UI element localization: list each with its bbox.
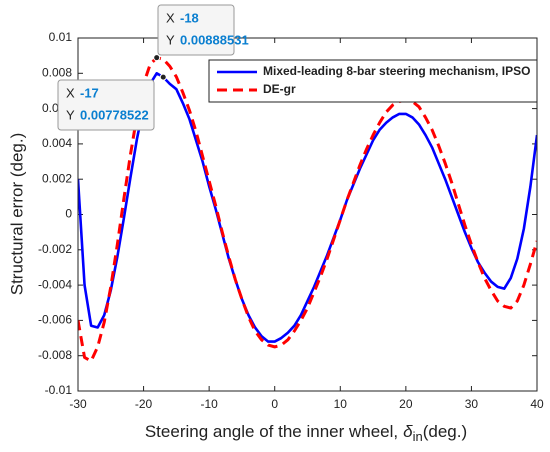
x-tick-label: 10 (334, 397, 348, 411)
x-tick-label: 30 (465, 397, 479, 411)
y-tick-label: 0.008 (42, 65, 72, 79)
y-tick-label: -0.01 (45, 383, 73, 397)
data-tip-x-value: -18 (180, 10, 199, 25)
x-tick-label: -30 (69, 397, 87, 411)
y-tick-label: -0.006 (38, 313, 72, 327)
y-tick-label: -0.008 (38, 348, 72, 362)
data-tip-x-value: -17 (80, 85, 99, 100)
y-tick-label: -0.004 (38, 277, 72, 291)
data-tip-marker (153, 54, 161, 62)
data-tip-box (57, 79, 155, 131)
x-tick-label: 20 (399, 397, 413, 411)
x-tick-label: 40 (530, 397, 544, 411)
data-tip-x-label: X (166, 10, 175, 25)
data-tip: X -17 Y 0.00778522 (57, 73, 167, 131)
data-tip-x-label: X (66, 85, 75, 100)
x-tick-label: -20 (135, 397, 153, 411)
y-tick-label: -0.002 (38, 242, 72, 256)
data-tip-y-value: 0.00778522 (80, 107, 149, 122)
legend-box (208, 59, 538, 103)
data-tip-box (157, 4, 235, 56)
x-tick-label: 0 (271, 397, 278, 411)
data-tip-y-label: Y (166, 32, 175, 47)
x-tick-label: -10 (200, 397, 218, 411)
y-tick-label: 0 (65, 207, 72, 221)
legend-label: DE-gr (263, 82, 296, 96)
legend-label: Mixed-leading 8-bar steering mechanism, … (263, 64, 530, 78)
y-tick-label: 0.002 (42, 171, 72, 185)
x-label-symbol: δ (403, 422, 413, 441)
x-label-text: Steering angle of the inner wheel, (145, 422, 398, 441)
data-tip: X -18 Y 0.00888531 (153, 4, 249, 62)
data-tip-marker (159, 73, 167, 81)
axes-box (77, 37, 538, 392)
y-tick-label: 0.01 (49, 30, 73, 44)
data-tip-y-value: 0.00888531 (180, 32, 249, 47)
series-line (78, 72, 537, 343)
x-label-unit: (deg.) (423, 422, 467, 441)
data-tip-y-label: Y (66, 107, 75, 122)
x-axis-label: Steering angle of the inner wheel, δin(de… (145, 422, 467, 444)
y-tick-label: 0.004 (42, 136, 72, 150)
y-axis-label: Structural error (deg.) (7, 133, 26, 296)
x-label-subscript: in (413, 429, 423, 444)
